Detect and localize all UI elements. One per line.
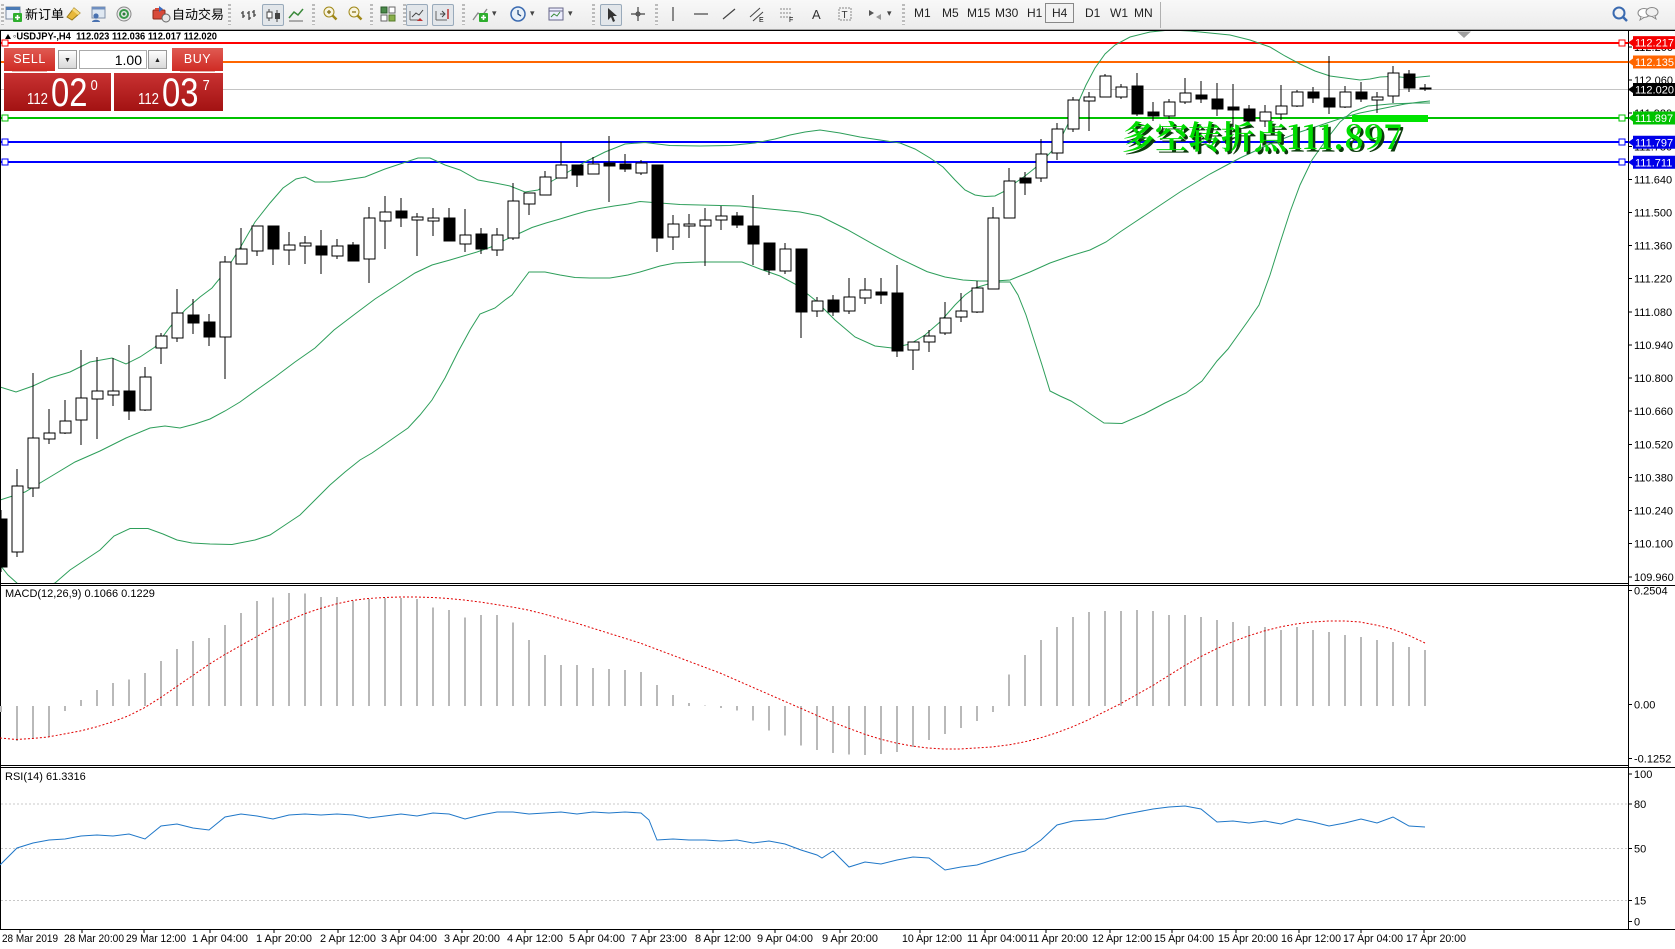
svg-text:F: F (789, 17, 793, 24)
svg-text:111.711: 111.711 (1635, 157, 1672, 169)
svg-text:112.217: 112.217 (1635, 38, 1674, 50)
svg-text:1 Apr 20:00: 1 Apr 20:00 (256, 933, 312, 945)
svg-text:110.240: 110.240 (1634, 506, 1673, 518)
svg-text:111.360: 111.360 (1634, 241, 1672, 253)
svg-text:50: 50 (1634, 844, 1646, 856)
svg-text:100: 100 (1634, 769, 1652, 781)
svg-text:11 Apr 20:00: 11 Apr 20:00 (1028, 933, 1088, 945)
svg-text:17 Apr 04:00: 17 Apr 04:00 (1343, 933, 1403, 945)
svg-text:4 Apr 12:00: 4 Apr 12:00 (507, 933, 563, 945)
svg-text:28 Mar 2019: 28 Mar 2019 (2, 933, 58, 945)
svg-text:110.100: 110.100 (1634, 539, 1673, 551)
svg-text:8 Apr 12:00: 8 Apr 12:00 (695, 933, 751, 945)
svg-text:111.640: 111.640 (1634, 174, 1672, 186)
svg-text:0.00: 0.00 (1634, 700, 1655, 712)
svg-text:10 Apr 12:00: 10 Apr 12:00 (902, 933, 962, 945)
svg-text:11 Apr 04:00: 11 Apr 04:00 (967, 933, 1027, 945)
svg-text:110.940: 110.940 (1634, 340, 1673, 352)
svg-text:0: 0 (1634, 917, 1640, 929)
svg-text:111.080: 111.080 (1634, 307, 1672, 319)
svg-text:29 Mar 12:00: 29 Mar 12:00 (126, 933, 186, 945)
svg-text:112.020: 112.020 (1635, 85, 1674, 97)
svg-text:0.2504: 0.2504 (1634, 586, 1668, 598)
svg-text:110.520: 110.520 (1634, 439, 1673, 451)
svg-text:RSI(14) 61.3316: RSI(14) 61.3316 (5, 771, 86, 783)
svg-text:111.897: 111.897 (1635, 113, 1673, 125)
svg-text:111.500: 111.500 (1634, 208, 1672, 220)
svg-text:3 Apr 04:00: 3 Apr 04:00 (381, 933, 437, 945)
svg-text:E: E (759, 17, 764, 24)
svg-text:28 Mar 20:00: 28 Mar 20:00 (64, 933, 124, 945)
svg-text:111.220: 111.220 (1634, 274, 1672, 286)
svg-text:-0.1252: -0.1252 (1634, 754, 1671, 766)
svg-text:A: A (812, 7, 821, 22)
svg-text:T: T (842, 10, 848, 21)
svg-text:111.797: 111.797 (1635, 137, 1673, 149)
svg-text:1 Apr 04:00: 1 Apr 04:00 (192, 933, 248, 945)
svg-text:◦USDJPY-,H4 112.023 112.036 1: ◦USDJPY-,H4 112.023 112.036 112.017 112.… (13, 31, 217, 43)
svg-text:3 Apr 20:00: 3 Apr 20:00 (444, 933, 500, 945)
svg-text:MACD(12,26,9) 0.1066 0.1229: MACD(12,26,9) 0.1066 0.1229 (5, 588, 155, 600)
svg-text:80: 80 (1634, 799, 1646, 811)
svg-text:17 Apr 20:00: 17 Apr 20:00 (1406, 933, 1466, 945)
svg-text:109.960: 109.960 (1634, 572, 1674, 584)
svg-text:2 Apr 12:00: 2 Apr 12:00 (320, 933, 376, 945)
svg-text:16 Apr 12:00: 16 Apr 12:00 (1281, 933, 1341, 945)
svg-text:112.135: 112.135 (1635, 57, 1674, 69)
svg-text:9 Apr 04:00: 9 Apr 04:00 (757, 933, 813, 945)
svg-text:110.380: 110.380 (1634, 473, 1673, 485)
svg-text:15 Apr 20:00: 15 Apr 20:00 (1218, 933, 1278, 945)
svg-text:12 Apr 12:00: 12 Apr 12:00 (1092, 933, 1152, 945)
svg-text:15 Apr 04:00: 15 Apr 04:00 (1154, 933, 1214, 945)
svg-text:110.800: 110.800 (1634, 373, 1673, 385)
svg-text:5 Apr 04:00: 5 Apr 04:00 (569, 933, 625, 945)
svg-text:7 Apr 23:00: 7 Apr 23:00 (631, 933, 687, 945)
svg-text:15: 15 (1634, 896, 1646, 908)
svg-text:9 Apr 20:00: 9 Apr 20:00 (822, 933, 878, 945)
svg-text:110.660: 110.660 (1634, 406, 1673, 418)
